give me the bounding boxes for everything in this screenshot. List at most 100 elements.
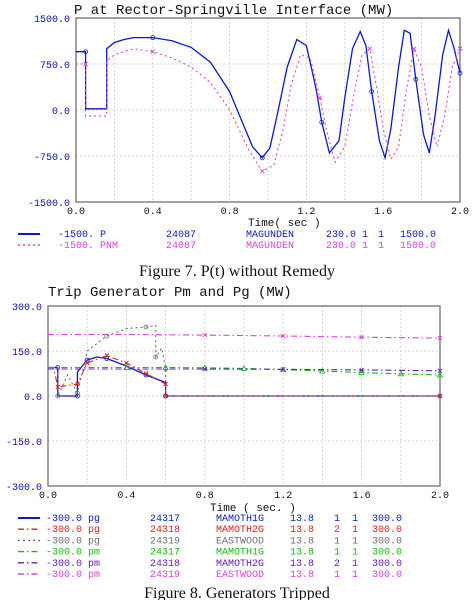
chart2-x-ticks: 0.0 0.4 0.8 1.2 1.6 2.0 <box>39 491 449 502</box>
chart1-point <box>259 155 265 161</box>
chart1-point <box>367 46 373 51</box>
chart1-legend-text: MAGUNDEN <box>246 241 294 252</box>
chart2-point <box>75 381 80 387</box>
chart1-x-tick-label: 0.8 <box>221 207 239 218</box>
chart2-legend-text: 1 <box>334 514 340 525</box>
chart1-x-tick-label: 2.0 <box>451 207 469 218</box>
chart2-legend-text: 24318 <box>150 525 180 536</box>
chart2-y-tick-label: -300.0 <box>6 483 42 494</box>
figure8-caption: Figure 8. Generators Tripped <box>144 585 330 600</box>
chart2-legend-text: -300.0 pg <box>46 536 100 547</box>
chart1-y-tick-label: 1500.0 <box>34 15 70 26</box>
chart2-y-tick-label: -150.0 <box>6 438 42 449</box>
chart2-series-line-4 <box>48 368 441 372</box>
chart2-point <box>240 365 248 371</box>
chart2-point <box>436 371 444 378</box>
chart2-point <box>123 364 130 370</box>
chart2-point <box>202 366 208 372</box>
chart2-point <box>202 332 208 338</box>
chart1-legend-text: 230.0 <box>326 241 356 252</box>
figure7-caption: Figure 7. P(t) without Remedy <box>139 263 335 280</box>
chart2-series-line-0 <box>48 356 440 397</box>
chart2-legend-text: 24317 <box>150 548 180 559</box>
chart2-legend-text: EASTWOOD <box>216 570 264 581</box>
chart2-legend-text: 1 <box>352 525 358 536</box>
chart2-series-line-1 <box>48 354 440 397</box>
chart2-point <box>84 360 90 366</box>
chart1-point <box>83 49 88 55</box>
chart2-legend-text: 1 <box>352 559 358 570</box>
chart2-point <box>437 335 443 341</box>
chart2-legend-text: 13.8 <box>290 536 314 547</box>
chart2-legend-text: 13.8 <box>290 559 314 570</box>
chart2-legend-text: 1 <box>352 536 358 547</box>
chart2-x-tick-label: 2.0 <box>431 491 449 502</box>
chart2-x-tick-label: 0.0 <box>39 491 57 502</box>
chart1-legend-text: 1500.0 <box>400 230 436 241</box>
chart1-x-ticks: 0.0 0.4 0.8 1.2 1.6 2.0 <box>67 207 469 218</box>
chart2-legend-text: 13.8 <box>290 514 314 525</box>
chart1-legend-text: 1500.0 <box>400 241 436 252</box>
chart2-legend-text: 1 <box>334 570 340 581</box>
chart1-point <box>83 61 88 67</box>
chart2-legend-text: -300.0 pm <box>46 559 100 570</box>
chart1-title: P at Rector-Springville Interface (MW) <box>74 3 393 19</box>
chart2-point <box>153 354 159 360</box>
chart1-point <box>369 89 375 94</box>
chart1-y-tick-label: 0.0 <box>52 107 70 118</box>
chart1-point <box>317 95 323 101</box>
chart2-y-tick-label: 0.0 <box>24 393 42 404</box>
chart2-point <box>359 367 364 373</box>
chart1-legend-text: 1 <box>378 230 384 241</box>
chart2-legend-text: 13.8 <box>290 548 314 559</box>
chart1-legend-text: 1 <box>362 230 368 241</box>
chart2-legend-text: 1 <box>352 514 358 525</box>
chart1-legend-text: 1 <box>378 241 384 252</box>
chart1-y-tick-label: -750.0 <box>34 153 70 164</box>
chart1-y-tick-label: 750.0 <box>40 61 70 72</box>
chart2-legend-text: 2 <box>334 559 340 570</box>
chart1-x-axis-label: Time( sec ) <box>248 218 321 230</box>
chart1-point <box>457 46 463 51</box>
chart1-x-tick-label: 0.4 <box>144 207 162 218</box>
chart1-series-line-0 <box>76 27 461 161</box>
chart2-legend-text: 24319 <box>150 570 180 581</box>
chart2-point <box>104 353 110 358</box>
chart2-point <box>163 381 168 387</box>
chart2-legend-text: 300.0 <box>372 570 402 581</box>
chart2-legend-text: MAMOTH2G <box>216 559 264 570</box>
chart2-point <box>397 370 404 377</box>
chart1-legend-text: 230.0 <box>326 230 356 241</box>
chart2-point <box>143 371 149 376</box>
chart2-point <box>55 393 61 399</box>
chart1-legend-text: -1500. PNM <box>58 241 118 252</box>
chart1-y-ticks: 1500.0 750.0 0.0 -750.0 -1500.0 <box>28 15 70 210</box>
chart2-point <box>319 367 326 374</box>
chart1-point <box>411 46 417 51</box>
chart1-legend-text: 24087 <box>166 241 196 252</box>
chart1-legend-text: -1500. P <box>58 230 106 241</box>
chart1-point <box>259 169 265 174</box>
chart2-legend-text: 1 <box>352 570 358 581</box>
chart1-x-tick-label: 1.2 <box>297 207 315 218</box>
chart2-legend-text: EASTWOOD <box>216 536 264 547</box>
chart1-plot-area <box>75 17 461 203</box>
chart2-legend-text: -300.0 pm <box>46 570 100 581</box>
chart1-point <box>150 35 156 41</box>
chart2-x-tick-label: 0.8 <box>196 491 214 502</box>
chart2-point <box>280 366 286 372</box>
chart2-series-line-2 <box>48 324 440 397</box>
chart1-legend-text: 1 <box>362 241 368 252</box>
chart2-legend-text: MAMOTH1G <box>216 548 264 559</box>
chart1-grid <box>76 18 460 202</box>
chart2-series-line-5 <box>48 333 441 339</box>
chart2-legend-text: 24317 <box>150 514 180 525</box>
chart1-point <box>413 76 419 82</box>
chart2-legend-text: 300.0 <box>372 514 402 525</box>
chart2-legend-text: 300.0 <box>372 559 402 570</box>
chart2-legend-text: 13.8 <box>290 525 314 536</box>
chart2-x-axis-label: Time ( sec. ) <box>210 503 296 515</box>
chart2-legend: -300.0 pg 24317 MAMOTH1G 13.8 1 1 300.0-300.0 … <box>18 514 402 581</box>
chart-trip-generator: Trip Generator Pm and Pg (MW) 300.0 150.0… <box>6 285 449 600</box>
